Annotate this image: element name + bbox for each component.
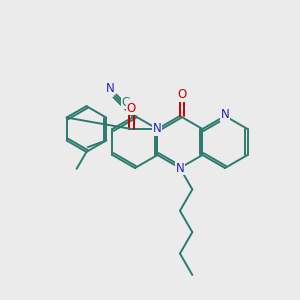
Text: C: C <box>122 95 130 109</box>
Text: N: N <box>153 122 162 136</box>
Text: N: N <box>176 161 184 175</box>
Text: N: N <box>153 122 162 136</box>
Text: O: O <box>127 101 136 115</box>
Text: N: N <box>106 82 114 94</box>
Text: N: N <box>220 109 230 122</box>
Text: O: O <box>177 88 187 101</box>
